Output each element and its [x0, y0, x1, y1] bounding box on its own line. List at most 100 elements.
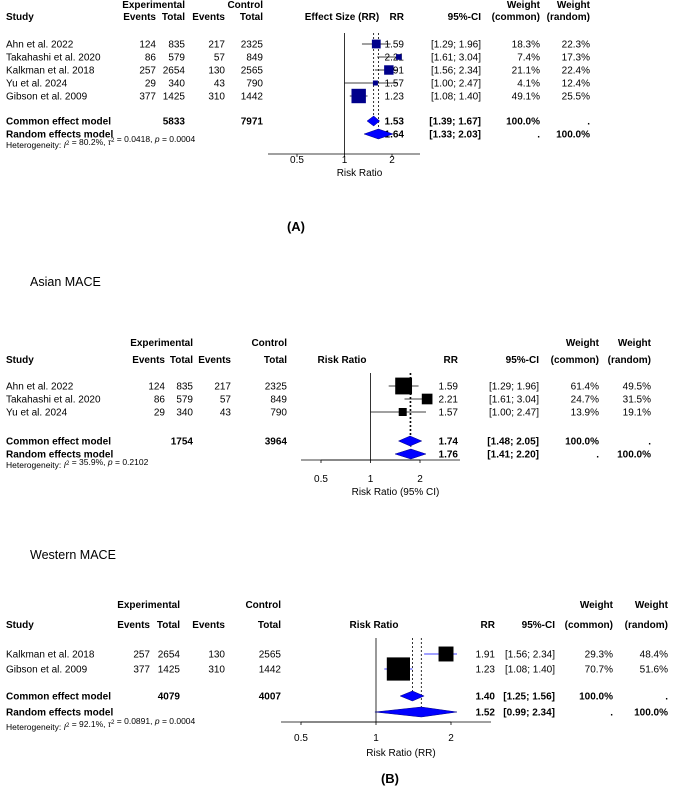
p1-study-square — [398, 408, 407, 416]
p2-x-tick-label: 0.5 — [294, 733, 308, 744]
p2-header-random: (random) — [625, 620, 668, 631]
p0-header-ci: 95%-CI — [448, 12, 482, 23]
p0-study-ci: [1.56; 2.34] — [431, 66, 481, 77]
p0-study-ctl-total: 790 — [246, 79, 263, 90]
p1-study-exp-total: 579 — [176, 395, 193, 406]
p0-study-exp-events: 257 — [139, 66, 156, 77]
p2-random-weight-common: . — [610, 708, 613, 719]
p2-common-weight-common: 100.0% — [579, 692, 613, 703]
p1-header-events-ctl: Events — [198, 355, 231, 366]
p2-study-exp-total: 2654 — [158, 650, 181, 661]
p1-header-weight-common: Weight — [566, 338, 600, 349]
p0-study-name: Takahashi et al. 2020 — [6, 53, 101, 64]
p1-study-name: Ahn et al. 2022 — [6, 382, 74, 393]
p1-common-weight-random: . — [648, 437, 651, 448]
p2-header-weight-common: Weight — [580, 600, 614, 611]
p1-common-label: Common effect model — [6, 437, 111, 448]
p2-study-weight-common: 29.3% — [585, 650, 613, 661]
p1-study-square — [395, 377, 413, 395]
p0-random-diamond — [363, 128, 394, 140]
p2-study-rr: 1.23 — [476, 665, 496, 676]
p1-study-exp-events: 124 — [148, 382, 165, 393]
p0-header-total-exp: Total — [162, 12, 185, 23]
p1-study-rr: 1.57 — [439, 408, 459, 419]
p0-study-rr: 1.91 — [385, 66, 405, 77]
p2-x-tick-label: 2 — [448, 733, 454, 744]
p2-x-tick-label: 1 — [373, 733, 379, 744]
p0-study-ctl-events: 217 — [208, 40, 225, 51]
p1-header-control: Control — [251, 338, 287, 349]
p1-study-exp-events: 29 — [154, 408, 166, 419]
p2-study-exp-total: 1425 — [158, 665, 181, 676]
p1-study-weight-random: 49.5% — [623, 382, 651, 393]
p1-common-diamond — [397, 435, 423, 447]
p2-header-rr: RR — [481, 620, 496, 631]
p1-study-ci: [1.29; 1.96] — [489, 382, 539, 393]
p2-study-weight-common: 70.7% — [585, 665, 613, 676]
p0-x-tick-label: 1 — [342, 155, 348, 166]
p1-x-tick-label: 2 — [417, 474, 423, 485]
p0-study-weight-common: 49.1% — [512, 92, 540, 103]
p0-common-label: Common effect model — [6, 117, 111, 128]
p0-header-rr: RR — [390, 12, 405, 23]
p2-study-exp-events: 257 — [133, 650, 150, 661]
p1-study-weight-common: 13.9% — [571, 408, 599, 419]
p0-study-weight-common: 4.1% — [517, 79, 540, 90]
p0-common-diamond — [366, 115, 381, 127]
p2-study-square — [386, 657, 410, 681]
p0-study-ci: [1.29; 1.96] — [431, 40, 481, 51]
p0-study-weight-common: 7.4% — [517, 53, 540, 64]
p2-heterogeneity: Heterogeneity: I2 = 92.1%, τ2 = 0.0891, … — [6, 716, 196, 732]
p2-common-exp-total: 4079 — [158, 692, 181, 703]
p2-header-study: Study — [6, 620, 34, 631]
p2-study-ctl-events: 130 — [208, 650, 225, 661]
p1-study-square — [421, 393, 433, 405]
p0-random-weight-random: 100.0% — [556, 130, 590, 141]
p1-header-weight-random: Weight — [618, 338, 652, 349]
p2-common-ci: [1.25; 1.56] — [503, 692, 555, 703]
p1-study-ctl-events: 217 — [214, 382, 231, 393]
p1-header-common: (common) — [551, 355, 599, 366]
p0-study-exp-events: 86 — [145, 53, 157, 64]
p0-study-weight-random: 12.4% — [562, 79, 590, 90]
p1-study-weight-common: 61.4% — [571, 382, 599, 393]
p1-header-random: (random) — [608, 355, 651, 366]
p1-study-ci: [1.61; 3.04] — [489, 395, 539, 406]
p0-study-ctl-events: 130 — [208, 66, 225, 77]
p0-study-ctl-events: 57 — [214, 53, 226, 64]
p0-study-name: Gibson et al. 2009 — [6, 92, 88, 103]
p2-study-weight-random: 51.6% — [640, 665, 668, 676]
p0-heterogeneity: Heterogeneity: I2 = 80.2%, τ2 = 0.0418, … — [6, 134, 196, 150]
p2-header-events-exp: Events — [117, 620, 150, 631]
p0-study-ctl-events: 310 — [208, 92, 225, 103]
p0-study-rr: 1.59 — [385, 40, 405, 51]
p0-random-label: Random effects model — [6, 130, 113, 141]
p1-header-study: Study — [6, 355, 34, 366]
p1-x-tick-label: 1 — [368, 474, 374, 485]
p1-study-ci: [1.00; 2.47] — [489, 408, 539, 419]
p2-header-control: Control — [245, 600, 281, 611]
p0-common-exp-total: 5833 — [163, 117, 186, 128]
p0-header-common: (common) — [492, 12, 540, 23]
p0-study-name: Ahn et al. 2022 — [6, 40, 74, 51]
p2-study-ci: [1.08; 1.40] — [505, 665, 555, 676]
p2-study-rr: 1.91 — [476, 650, 496, 661]
p1-study-exp-total: 340 — [176, 408, 193, 419]
p0-study-weight-random: 17.3% — [562, 53, 590, 64]
p1-study-ctl-events: 57 — [220, 395, 232, 406]
p2-x-axis-label: Risk Ratio (RR) — [366, 748, 435, 759]
p1-random-diamond — [394, 448, 427, 460]
p1-header-events-exp: Events — [132, 355, 165, 366]
p2-study-ctl-total: 1442 — [259, 665, 282, 676]
panel-label-a: (A) — [287, 219, 305, 234]
p0-study-weight-common: 18.3% — [512, 40, 540, 51]
p0-study-exp-total: 835 — [168, 40, 185, 51]
p2-title: Western MACE — [30, 548, 116, 562]
p2-study-name: Kalkman et al. 2018 — [6, 650, 95, 661]
p2-random-ci: [0.99; 2.34] — [503, 708, 555, 719]
p0-study-exp-events: 29 — [145, 79, 157, 90]
p0-study-ctl-total: 2325 — [241, 40, 264, 51]
p2-random-weight-random: 100.0% — [634, 708, 668, 719]
p0-study-exp-total: 579 — [168, 53, 185, 64]
